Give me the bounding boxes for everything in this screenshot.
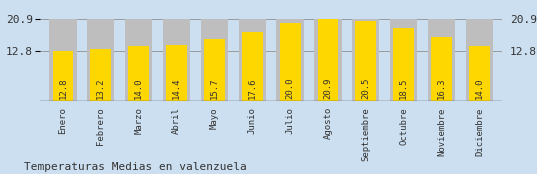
Bar [163,19,190,101]
Bar [355,21,376,101]
Bar [280,23,301,101]
Bar [204,39,225,101]
Bar [87,19,114,101]
Bar [201,19,228,101]
Text: 16.3: 16.3 [437,78,446,99]
Bar [317,19,338,101]
Text: 14.0: 14.0 [134,78,143,99]
Bar [469,46,490,101]
Bar [277,19,304,101]
Text: 17.6: 17.6 [248,78,257,99]
Bar [242,32,263,101]
Text: Temperaturas Medias en valenzuela: Temperaturas Medias en valenzuela [24,162,247,172]
Bar [466,19,493,101]
Bar [390,19,417,101]
Text: 15.7: 15.7 [210,78,219,99]
Text: 13.2: 13.2 [96,78,105,99]
Text: 20.5: 20.5 [361,78,371,99]
Text: 20.0: 20.0 [286,78,295,99]
Text: 14.4: 14.4 [172,78,181,99]
Bar [128,46,149,101]
Text: 20.9: 20.9 [323,78,332,99]
Bar [125,19,153,101]
Bar [428,19,455,101]
Text: 18.5: 18.5 [399,78,408,99]
Bar [90,49,111,101]
Bar [314,19,342,101]
Bar [53,51,74,101]
Bar [352,19,380,101]
Bar [166,45,187,101]
Bar [238,19,266,101]
Text: 12.8: 12.8 [59,78,68,99]
Bar [431,37,452,101]
Text: 14.0: 14.0 [475,78,484,99]
Bar [393,29,414,101]
Bar [49,19,77,101]
